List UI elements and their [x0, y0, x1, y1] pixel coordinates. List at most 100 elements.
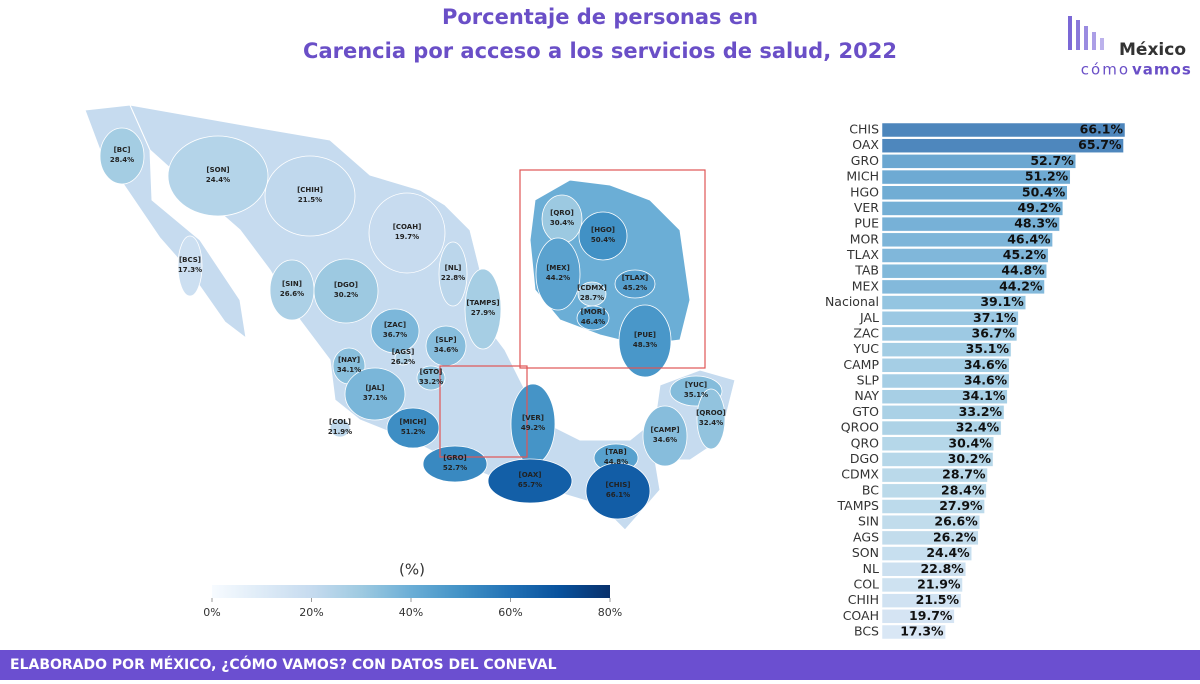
state-value-label: 35.1% [684, 391, 708, 399]
state-value-label: 36.7% [383, 331, 407, 339]
state [368, 192, 446, 274]
inset-frame [519, 169, 706, 369]
bar [881, 577, 963, 593]
state-code: [BC] [114, 146, 131, 154]
bar-value-label: 37.1% [973, 310, 1017, 325]
bar [881, 248, 1049, 263]
state-value-label: 34.6% [653, 436, 677, 444]
bar [881, 138, 1124, 153]
category-label: Nacional [825, 294, 879, 309]
state-value-label: 26.6% [280, 290, 304, 298]
category-label: CHIS [849, 122, 879, 137]
bar [881, 216, 1060, 232]
category-label: JAL [859, 310, 879, 325]
state-value-label: 22.8% [441, 274, 465, 282]
bar [881, 169, 1071, 185]
bar-value-label: 33.2% [959, 404, 1003, 419]
bar [881, 530, 979, 546]
bar-value-label: 49.2% [1017, 200, 1061, 215]
state-value-label: 49.2% [521, 424, 545, 432]
bar-value-label: 39.1% [980, 294, 1024, 309]
state-value-label: 30.4% [550, 219, 574, 227]
bar-value-label: 44.8% [1001, 263, 1045, 278]
bar [881, 373, 1010, 389]
bar [881, 311, 1019, 326]
logo-stripe [1092, 32, 1096, 50]
category-label: SIN [858, 514, 879, 529]
state-value-label: 50.4% [591, 236, 615, 244]
state-value-label: 19.7% [395, 233, 419, 241]
category-label: NAY [854, 388, 879, 403]
state-code: [AGS] [392, 348, 415, 356]
category-label: SLP [857, 373, 880, 388]
bar-value-label: 27.9% [939, 498, 983, 513]
state-code: [GTO] [420, 368, 443, 376]
state-value-label: 45.2% [623, 284, 647, 292]
state-code: [MICH] [400, 418, 427, 426]
state-value-label: 33.2% [419, 378, 443, 386]
bar-value-label: 51.2% [1025, 169, 1069, 184]
bar [881, 154, 1076, 169]
state-code: [GRO] [443, 454, 467, 462]
category-label: TAB [854, 263, 879, 278]
category-label: QROO [841, 420, 879, 435]
state [696, 388, 726, 450]
state-value-label: 30.2% [334, 291, 358, 299]
category-label: MEX [852, 278, 880, 293]
state [394, 350, 412, 366]
bar-value-label: 24.4% [926, 545, 970, 560]
bar [881, 185, 1068, 200]
category-label: YUC [852, 341, 879, 356]
bar-value-label: 28.7% [942, 467, 986, 482]
bar-value-label: 34.6% [964, 357, 1008, 372]
logo-stripe [1100, 38, 1104, 50]
state-code: [QROO] [696, 409, 726, 417]
bar [881, 358, 1010, 373]
logo-stripe [1084, 26, 1088, 50]
bar-value-label: 45.2% [1003, 247, 1047, 262]
bar-value-label: 30.4% [948, 435, 992, 450]
state [464, 268, 502, 350]
state-value-label: 26.2% [391, 358, 415, 366]
bar [881, 263, 1047, 279]
bar [881, 436, 995, 451]
category-label: GRO [851, 153, 879, 168]
category-label: AGS [853, 529, 879, 544]
state [167, 135, 269, 217]
bar [881, 452, 994, 467]
category-label: MICH [846, 169, 879, 184]
colorbar-tick-label: 0% [203, 606, 220, 619]
state-value-label: 34.1% [337, 366, 361, 374]
state-code: [HGO] [591, 226, 615, 234]
bar-value-label: 21.9% [917, 576, 961, 591]
state-code: [YUC] [685, 381, 707, 389]
category-label: NL [863, 561, 879, 576]
category-label: ZAC [853, 325, 879, 340]
colorbar-tick-label: 60% [498, 606, 522, 619]
colorbar-title: (%) [399, 561, 425, 579]
state-code: [ZAC] [384, 321, 406, 329]
logo: México cómo vamos [1068, 16, 1191, 79]
state-code: [NL] [445, 264, 462, 272]
bar-value-label: 65.7% [1078, 137, 1122, 152]
category-label: CAMP [843, 357, 879, 372]
category-label: HGO [850, 184, 879, 199]
category-label: CHIH [848, 592, 879, 607]
state [438, 241, 468, 307]
state [614, 269, 656, 299]
state [264, 155, 356, 237]
state-code: [BCS] [179, 256, 201, 264]
bar-value-label: 48.3% [1014, 216, 1058, 231]
state-code: [TAMPS] [466, 299, 499, 307]
state-value-label: 28.7% [580, 294, 604, 302]
state-value-label: 24.4% [206, 176, 230, 184]
bar-value-label: 21.5% [916, 592, 960, 607]
state-value-label: 66.1% [606, 491, 630, 499]
bar [881, 483, 987, 499]
bar-value-label: 26.2% [933, 529, 977, 544]
state-value-label: 37.1% [363, 394, 387, 402]
state [329, 418, 351, 438]
state-value-label: 65.7% [518, 481, 542, 489]
